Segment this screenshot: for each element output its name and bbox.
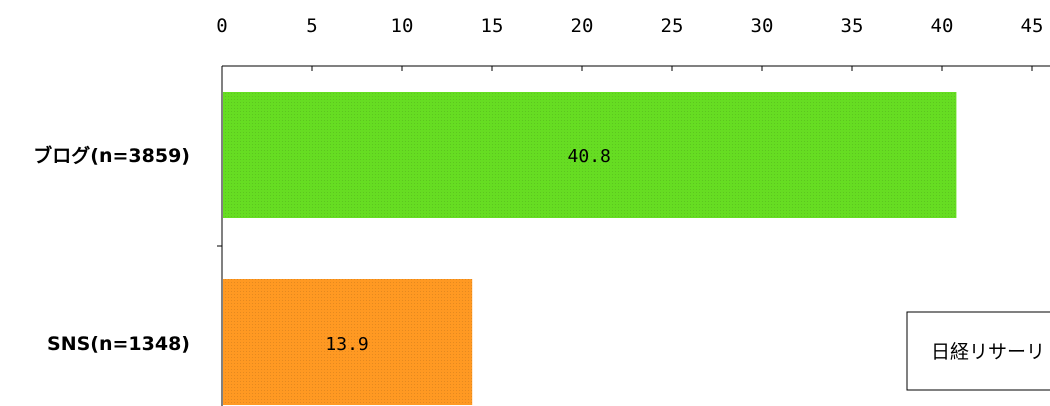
category-label: SNS(n=1348) — [47, 333, 190, 355]
category-label: ブログ(n=3859) — [33, 144, 190, 167]
x-tick-label: 15 — [481, 15, 504, 37]
x-tick-label: 40 — [931, 15, 954, 37]
bar-texture — [223, 279, 473, 405]
x-tick-label: 10 — [391, 15, 414, 37]
axis-layer: 0 5 10 15 20 25 30 35 40 45 — [216, 15, 1050, 406]
bar-texture — [223, 92, 957, 218]
data-label: 13.9 — [325, 334, 368, 355]
x-tick-label: 25 — [661, 15, 684, 37]
bar-group: SNS(n=1348) 13.9 — [47, 279, 473, 405]
x-tick-label: 30 — [751, 15, 774, 37]
x-tick-label: 0 — [216, 15, 227, 37]
bars: ブログ(n=3859) 40.8 SNS(n=1348) 13.9 — [33, 92, 957, 405]
x-tick-label: 45 — [1021, 15, 1044, 37]
data-label: 40.8 — [568, 146, 611, 167]
source-note-box: 日経リサーリ — [906, 311, 1050, 391]
x-tick-label: 20 — [571, 15, 594, 37]
x-tick-label: 5 — [306, 15, 317, 37]
source-note-text: 日経リサーリ — [931, 341, 1045, 363]
bar-group: ブログ(n=3859) 40.8 — [33, 92, 957, 218]
x-tick-label: 35 — [841, 15, 864, 37]
